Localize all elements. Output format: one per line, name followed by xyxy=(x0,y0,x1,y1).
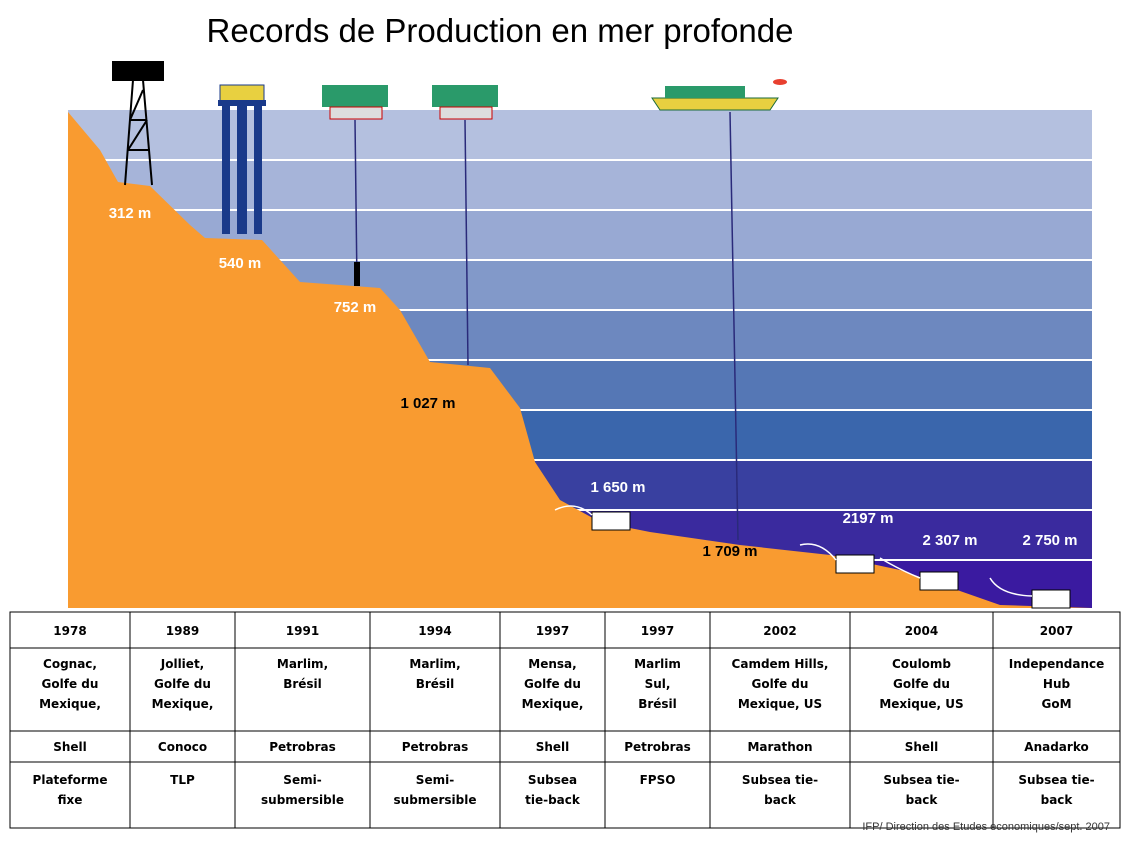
location: Cognac, xyxy=(43,657,97,671)
type: Subsea tie- xyxy=(1018,773,1094,787)
location: Mexique, US xyxy=(738,697,822,711)
type: Plateforme xyxy=(33,773,108,787)
type: back xyxy=(764,793,797,807)
type: tie-back xyxy=(525,793,581,807)
year: 1994 xyxy=(418,624,451,638)
year: 1997 xyxy=(536,624,569,638)
year: 2002 xyxy=(763,624,796,638)
location: Mexique, xyxy=(39,697,101,711)
depth-label: 312 m xyxy=(109,205,152,222)
depth-label: 2 750 m xyxy=(1022,532,1077,549)
company: Petrobras xyxy=(624,740,691,754)
location: Golfe du xyxy=(154,677,211,691)
location: Mexique, xyxy=(522,697,584,711)
type: FPSO xyxy=(640,773,676,787)
depth-label: 1 027 m xyxy=(400,395,455,412)
tlp xyxy=(218,84,266,234)
type: back xyxy=(1041,793,1074,807)
flowlines xyxy=(554,505,1033,597)
location: Sul, xyxy=(645,677,671,691)
depth-label: 2 307 m xyxy=(922,532,977,549)
year: 1991 xyxy=(286,624,319,638)
location: Marlim, xyxy=(277,657,328,671)
location: Mexique, US xyxy=(879,697,963,711)
company: Petrobras xyxy=(269,740,336,754)
location: Jolliet, xyxy=(160,657,204,671)
location: Coulomb xyxy=(892,657,951,671)
year: 1978 xyxy=(53,624,86,638)
subsea-units xyxy=(591,511,1071,609)
year: 1989 xyxy=(166,624,199,638)
location: Mensa, xyxy=(528,657,576,671)
type: fixe xyxy=(58,793,83,807)
type: TLP xyxy=(170,773,195,787)
type: back xyxy=(906,793,939,807)
depth-label: 1 650 m xyxy=(590,479,645,496)
company: Anadarko xyxy=(1024,740,1088,754)
company: Shell xyxy=(536,740,570,754)
type: Subsea xyxy=(528,773,577,787)
location: Hub xyxy=(1043,677,1071,691)
location: Golfe du xyxy=(42,677,99,691)
semi-submersibles xyxy=(322,85,498,120)
location: Marlim, xyxy=(409,657,460,671)
location: Brésil xyxy=(283,677,322,691)
depth-label: 752 m xyxy=(334,299,377,316)
type: Subsea tie- xyxy=(883,773,959,787)
location: Marlim xyxy=(634,657,681,671)
year: 2004 xyxy=(905,624,938,638)
type: submersible xyxy=(261,793,344,807)
source: IFP/ Direction des Etudes economiques/se… xyxy=(862,821,1110,833)
location: Independance xyxy=(1009,657,1105,671)
type: submersible xyxy=(394,793,477,807)
table-border xyxy=(9,611,1121,829)
company: Petrobras xyxy=(402,740,469,754)
depth-label: 1 709 m xyxy=(702,543,757,560)
fpso xyxy=(651,79,787,111)
fixed-platform xyxy=(112,61,164,186)
type: Semi- xyxy=(283,773,321,787)
company: Conoco xyxy=(158,740,207,754)
risers xyxy=(354,111,739,541)
location: Golfe du xyxy=(524,677,581,691)
type: Subsea tie- xyxy=(742,773,818,787)
seabed xyxy=(68,112,1092,608)
company: Shell xyxy=(53,740,87,754)
location: Brésil xyxy=(416,677,455,691)
table: 1978 Cognac, Golfe du Mexique, Shell Platefor… xyxy=(9,611,1121,829)
year: 1997 xyxy=(641,624,674,638)
location: Brésil xyxy=(638,697,677,711)
riser-base xyxy=(354,262,360,286)
type: Semi- xyxy=(416,773,454,787)
location: Mexique, xyxy=(152,697,214,711)
title: Records de Production en mer profonde xyxy=(206,12,793,49)
year: 2007 xyxy=(1040,624,1073,638)
company: Shell xyxy=(905,740,939,754)
depth-label: 540 m xyxy=(219,255,262,272)
location: Golfe du xyxy=(893,677,950,691)
location: Golfe du xyxy=(752,677,809,691)
depth-label: 2197 m xyxy=(843,510,894,527)
company: Marathon xyxy=(747,740,812,754)
location: Camdem Hills, xyxy=(732,657,829,671)
location: GoM xyxy=(1041,697,1071,711)
